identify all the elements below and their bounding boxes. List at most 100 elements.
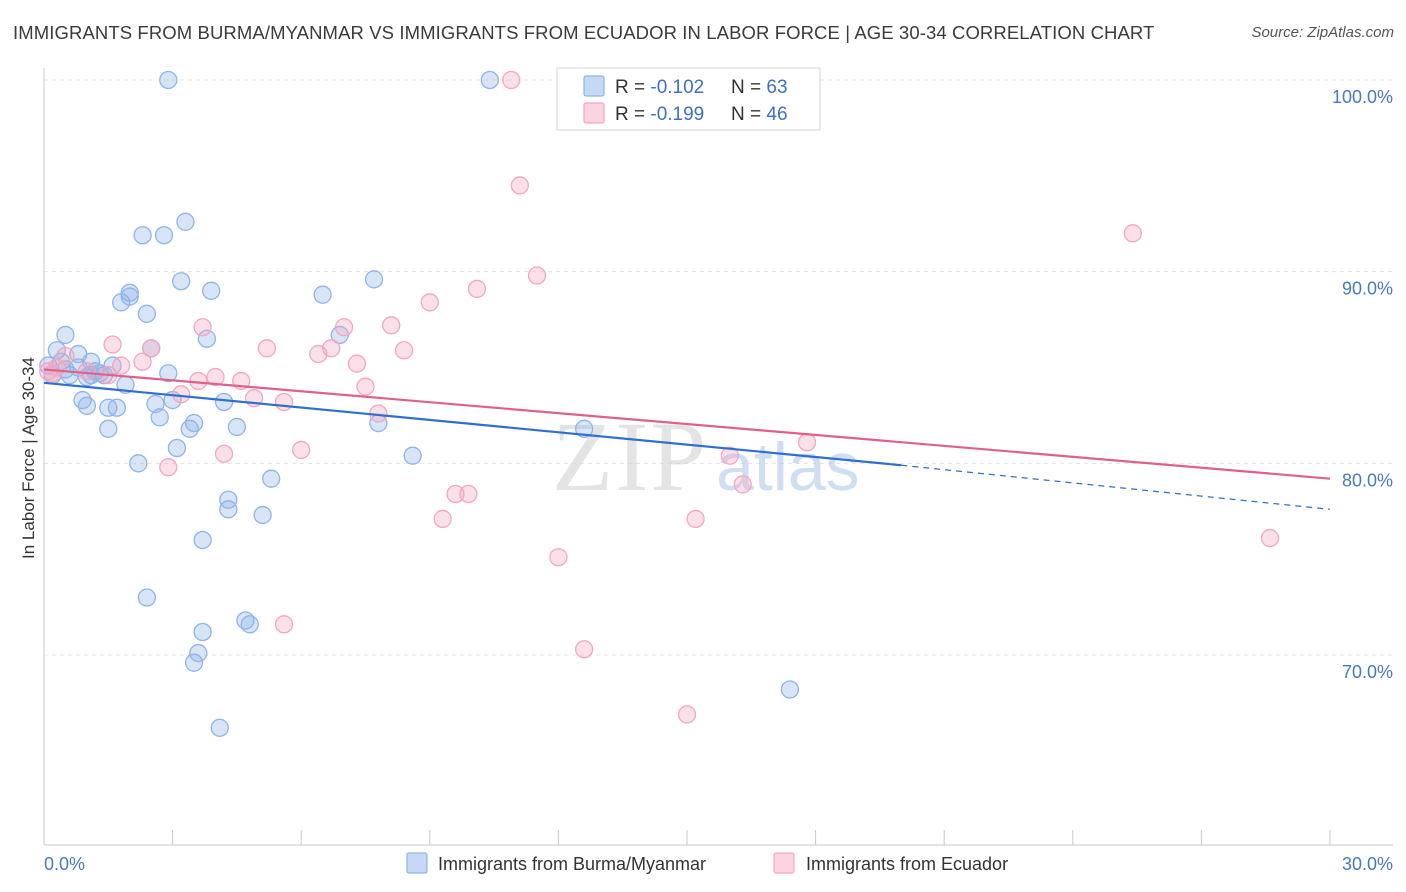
point-ecuador bbox=[193, 318, 212, 337]
point-ecuador bbox=[797, 433, 817, 452]
point-burma bbox=[129, 454, 148, 473]
point-ecuador bbox=[733, 475, 752, 494]
legend-n-ecuador: N = 46 bbox=[731, 104, 788, 125]
point-burma bbox=[176, 212, 195, 231]
point-ecuador bbox=[142, 339, 161, 358]
point-burma bbox=[146, 394, 165, 414]
point-burma bbox=[313, 285, 332, 304]
point-burma bbox=[253, 505, 272, 525]
point-burma bbox=[184, 653, 204, 672]
point-ecuador bbox=[274, 392, 294, 412]
trend-lines bbox=[43, 368, 1331, 510]
watermark-atlas: atlas bbox=[716, 429, 860, 505]
point-ecuador bbox=[382, 316, 401, 335]
point-burma bbox=[227, 417, 247, 437]
legend-bottom-swatch-burma bbox=[406, 852, 428, 874]
y-tick-label: 100.0% bbox=[1332, 87, 1393, 107]
point-ecuador bbox=[1123, 224, 1142, 243]
trendline-burma bbox=[43, 381, 902, 467]
point-ecuador bbox=[292, 440, 311, 460]
point-burma bbox=[167, 438, 187, 458]
point-ecuador bbox=[433, 509, 452, 529]
point-burma bbox=[133, 226, 152, 245]
point-ecuador bbox=[159, 458, 178, 477]
point-ecuador bbox=[206, 367, 225, 387]
watermark-zip: ZIP bbox=[552, 401, 708, 512]
legend-top: R = -0.102 N = 63 R = -0.199 N = 46 bbox=[556, 67, 821, 131]
point-ecuador bbox=[172, 385, 191, 404]
point-ecuador bbox=[720, 446, 740, 465]
legend-n-value-ecuador: 46 bbox=[766, 104, 787, 125]
legend-bottom-label-burma: Immigrants from Burma/Myanmar bbox=[438, 854, 706, 874]
x-tick-label-max: 30.0% bbox=[1342, 854, 1393, 874]
point-burma bbox=[159, 70, 178, 90]
point-ecuador bbox=[420, 293, 439, 312]
point-burma bbox=[137, 588, 157, 607]
point-burma bbox=[202, 281, 221, 300]
legend-swatch-ecuador bbox=[583, 102, 605, 124]
y-tick-label: 70.0% bbox=[1342, 662, 1393, 682]
legend-n-burma: N = 63 bbox=[731, 77, 788, 98]
point-burma bbox=[262, 469, 281, 488]
point-ecuador bbox=[549, 548, 568, 567]
point-burma bbox=[210, 718, 229, 737]
point-burma bbox=[120, 283, 139, 302]
point-burma bbox=[107, 398, 127, 417]
point-ecuador bbox=[459, 484, 478, 504]
point-burma bbox=[150, 408, 169, 427]
point-burma bbox=[219, 500, 238, 519]
legend-swatch-burma bbox=[583, 75, 605, 97]
legend-bottom: Immigrants from Burma/Myanmar Immigrants… bbox=[406, 852, 1008, 874]
point-ecuador bbox=[502, 70, 521, 90]
x-tick-label-min: 0.0% bbox=[44, 854, 85, 874]
point-burma bbox=[219, 490, 238, 509]
point-burma bbox=[364, 270, 384, 289]
y-tick-label: 80.0% bbox=[1342, 470, 1393, 490]
point-ecuador bbox=[446, 484, 465, 504]
chart-source: Source: ZipAtlas.com bbox=[1251, 24, 1394, 41]
point-burma bbox=[172, 272, 191, 291]
trendline-burma-extension bbox=[901, 464, 1331, 510]
grid-lines bbox=[44, 79, 1393, 656]
legend-r-value-burma: -0.102 bbox=[650, 77, 704, 98]
series-burma-points bbox=[39, 70, 800, 737]
point-ecuador bbox=[510, 176, 529, 195]
legend-r-label-burma: R = bbox=[615, 77, 650, 98]
point-ecuador bbox=[77, 362, 97, 381]
point-burma bbox=[240, 615, 259, 634]
point-ecuador bbox=[257, 339, 277, 358]
legend-row-burma: R = -0.102 bbox=[615, 77, 704, 98]
point-burma bbox=[184, 413, 204, 433]
point-burma bbox=[574, 419, 594, 438]
legend-bottom-swatch-ecuador bbox=[773, 852, 795, 874]
point-burma bbox=[193, 530, 212, 550]
point-burma bbox=[197, 329, 217, 348]
legend-n-label-burma: N = bbox=[731, 77, 766, 98]
point-ecuador bbox=[347, 354, 367, 373]
point-burma bbox=[189, 643, 208, 663]
point-burma bbox=[77, 396, 97, 415]
point-ecuador bbox=[334, 318, 354, 337]
y-tick-labels: 70.0% 80.0% 90.0% 100.0% bbox=[1332, 87, 1393, 682]
point-ecuador bbox=[133, 352, 152, 371]
point-ecuador bbox=[274, 615, 294, 634]
point-burma bbox=[403, 446, 422, 465]
point-ecuador bbox=[686, 509, 705, 529]
point-ecuador bbox=[677, 705, 697, 724]
y-axis-title: In Labor Force | Age 30-34 bbox=[19, 357, 38, 559]
legend-n-label-ecuador: N = bbox=[731, 104, 766, 125]
point-ecuador bbox=[214, 444, 234, 463]
point-burma bbox=[154, 226, 174, 245]
chart-title: IMMIGRANTS FROM BURMA/MYANMAR VS IMMIGRA… bbox=[13, 22, 1155, 43]
y-tick-label: 90.0% bbox=[1342, 279, 1393, 299]
legend-r-label-ecuador: R = bbox=[615, 104, 650, 125]
point-ecuador bbox=[394, 341, 414, 360]
point-ecuador bbox=[467, 279, 487, 299]
point-burma bbox=[99, 419, 118, 438]
point-ecuador bbox=[103, 335, 122, 354]
point-ecuador bbox=[574, 640, 594, 659]
point-burma bbox=[780, 680, 800, 699]
point-burma bbox=[159, 364, 178, 383]
x-axis-ticks bbox=[43, 830, 1331, 845]
